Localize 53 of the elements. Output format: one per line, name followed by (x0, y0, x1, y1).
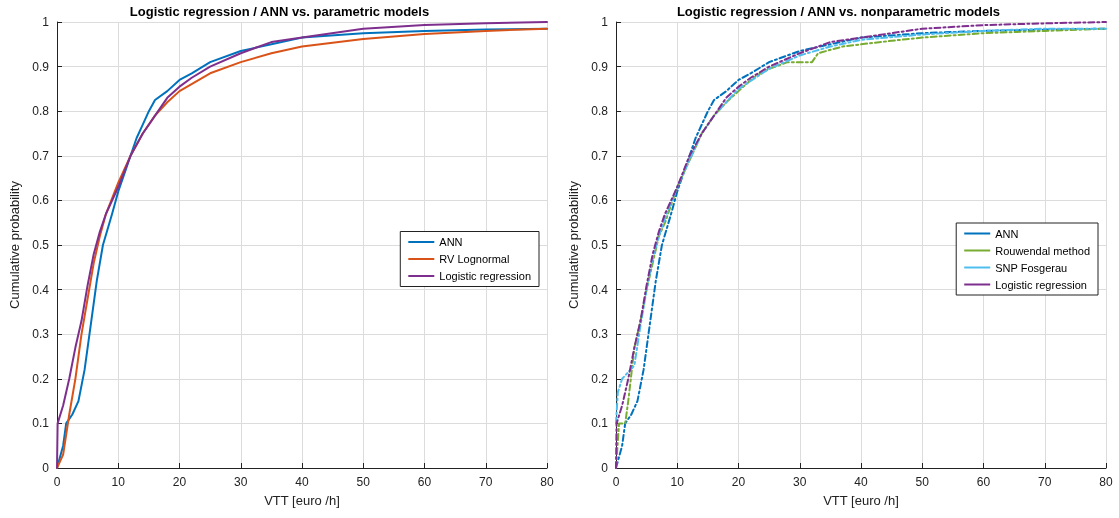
y-tick-label: 0.2 (591, 371, 609, 386)
y-tick-label: 0.8 (32, 104, 50, 119)
chart-title: Logistic regression / ANN vs. parametric models (129, 4, 430, 19)
y-tick-label: 0.1 (591, 416, 609, 431)
chart-title: Logistic regression / ANN vs. nonparametric models (676, 4, 1001, 19)
x-tick-label: 0 (612, 475, 620, 489)
y-tick-label: 0.2 (32, 371, 50, 386)
y-tick-label: 0.7 (32, 148, 50, 163)
x-tick-label: 0 (53, 475, 61, 489)
legend-label: ANN (439, 236, 463, 248)
legend-label: Logistic regression (995, 278, 1087, 291)
x-tick-label: 30 (793, 475, 807, 489)
x-tick-label: 20 (731, 475, 746, 489)
x-tick-label: 60 (976, 475, 991, 489)
x-axis-title: VTT [euro /h] (823, 493, 899, 508)
x-tick-label: 70 (479, 475, 493, 489)
x-tick-label: 50 (356, 475, 371, 489)
x-tick-label: 10 (670, 475, 685, 489)
y-tick-label: 0.5 (32, 238, 50, 252)
y-tick-label: 0.6 (32, 193, 50, 208)
x-tick-label: 50 (915, 475, 930, 489)
y-tick-label: 0.9 (32, 59, 50, 74)
y-tick-label: 0.7 (591, 148, 609, 163)
y-tick-label: 0 (42, 461, 50, 475)
y-axis-title: Cumulative probability (566, 180, 581, 309)
y-tick-label: 0.4 (32, 282, 50, 297)
y-tick-label: 0.9 (591, 59, 609, 74)
y-tick-label: 0.3 (591, 327, 609, 342)
y-tick-label: 0.1 (32, 416, 50, 431)
x-tick-label: 20 (172, 475, 187, 489)
y-tick-label: 1 (601, 15, 609, 29)
y-tick-label: 0.4 (591, 282, 609, 297)
legend-label: ANN (995, 227, 1019, 240)
x-tick-label: 80 (540, 475, 554, 489)
legend-label: RV Lognormal (439, 253, 510, 265)
x-tick-label: 30 (234, 475, 248, 489)
y-tick-label: 0 (601, 461, 609, 475)
y-axis-title: Cumulative probability (7, 180, 22, 309)
y-tick-label: 0.6 (591, 193, 609, 208)
x-tick-label: 70 (1038, 475, 1052, 489)
x-tick-label: 80 (1099, 475, 1113, 489)
y-tick-label: 0.8 (591, 104, 609, 119)
y-tick-label: 0.3 (32, 327, 50, 342)
legend-label: Rouwendal method (995, 244, 1091, 257)
x-tick-label: 40 (854, 475, 868, 489)
legend-label: SNP Fosgerau (995, 261, 1068, 274)
y-tick-label: 1 (42, 15, 50, 29)
legend-label: Logistic regression (439, 270, 532, 282)
x-tick-label: 10 (111, 475, 126, 489)
y-tick-label: 0.5 (591, 238, 609, 252)
x-axis-title: VTT [euro /h] (264, 493, 340, 508)
x-tick-label: 40 (295, 475, 309, 489)
x-tick-label: 60 (417, 475, 432, 489)
